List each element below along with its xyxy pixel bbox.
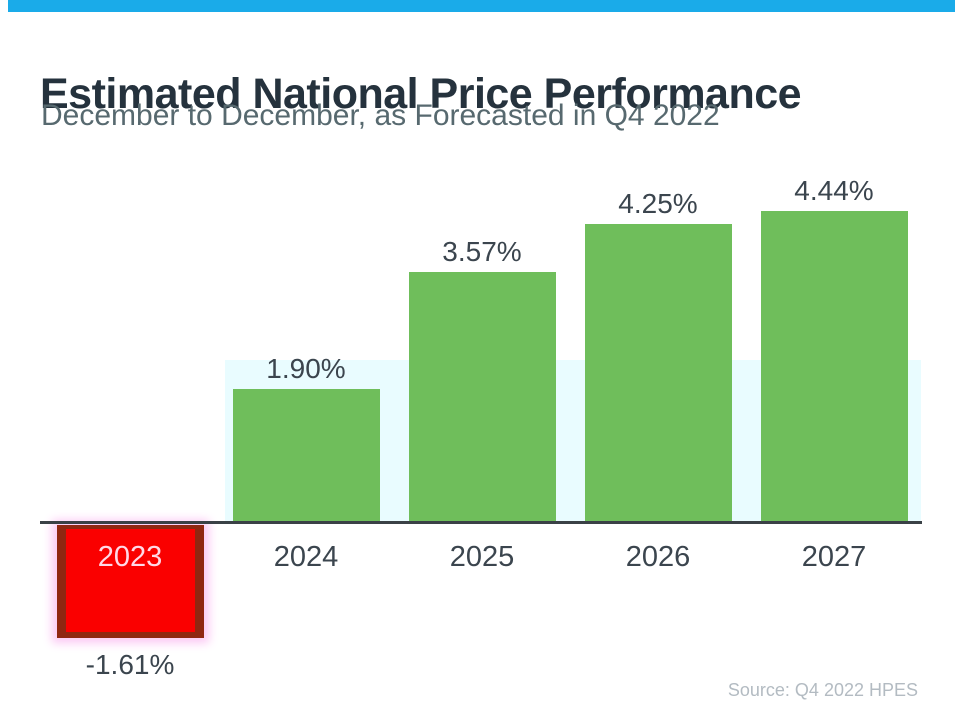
category-label-2026: 2026 [625, 541, 691, 573]
bar-2023 [56, 525, 204, 638]
source-note: Source: Q4 2022 HPES [727, 680, 918, 700]
value-label-2023: -1.61% [85, 649, 175, 680]
top-accent-bar [8, 0, 955, 12]
bar-2027 [760, 211, 908, 523]
bar-2026 [584, 224, 732, 523]
page-subtitle: December to December, as Forecasted in Q… [41, 99, 720, 132]
value-label-2026: 4.25% [618, 188, 698, 219]
category-label-2025: 2025 [449, 541, 515, 573]
bar-2025 [408, 272, 556, 523]
x-axis-line [40, 521, 922, 524]
bar-2024 [232, 389, 380, 523]
value-label-2024: 1.90% [266, 353, 346, 384]
category-label-2023: 2023 [97, 541, 163, 573]
page-title: Estimated National Price Performance [40, 69, 802, 118]
value-label-2025: 3.57% [442, 236, 522, 267]
category-label-2027: 2027 [801, 541, 867, 573]
value-label-2027: 4.44% [794, 175, 874, 206]
category-label-2024: 2024 [273, 541, 339, 573]
